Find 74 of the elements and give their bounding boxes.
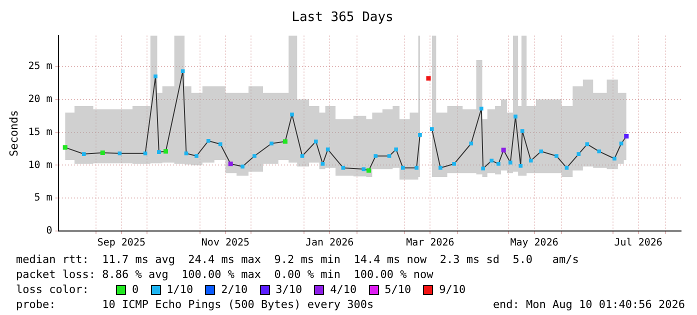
point (326, 148, 330, 152)
x-tick-label: Nov 2025 (201, 238, 250, 249)
y-tick-label: 15 m (28, 126, 52, 138)
text: median rtt: 11.7 ms avg 24.4 ms max 9.2 ms min 14.4 ms now 2.3 ms sd 5.0 am/s (16, 252, 580, 267)
legend-label: 3/10 (276, 282, 302, 297)
point (270, 142, 274, 146)
point (585, 142, 590, 146)
point (418, 133, 422, 137)
legend-label: 5/10 (384, 282, 412, 297)
point (82, 152, 86, 156)
point (157, 150, 161, 154)
point (430, 127, 434, 131)
text: end: Mon Aug 10 01:40:56 2026 (492, 297, 685, 312)
text: probe: 10 ICMP Echo Pings (500 Bytes) every 300s (16, 297, 374, 312)
point (481, 166, 486, 170)
legend-label: 4/10 (330, 282, 357, 297)
point (496, 162, 500, 166)
point (414, 166, 418, 170)
point (143, 151, 148, 156)
point (240, 164, 244, 168)
x-tick-label: May 2026 (510, 238, 558, 249)
legend-label: 2/10 (221, 282, 248, 297)
y-axis-title: Seconds (7, 110, 20, 156)
legend-label: 1/10 (166, 282, 194, 297)
point (612, 156, 616, 161)
point (300, 154, 304, 158)
point (438, 166, 442, 170)
point (619, 142, 624, 146)
text: packet loss: 8.86 % avg 100.00 % max 0.00 % min 100.00 % now (16, 267, 434, 282)
point (564, 166, 569, 170)
chart-title: Last 365 Days (292, 10, 394, 26)
legend-label: 9/10 (439, 282, 466, 297)
x-tick-label: Sep 2025 (97, 238, 146, 249)
point (426, 76, 431, 81)
point (394, 148, 398, 152)
point (218, 142, 222, 146)
point (387, 154, 392, 158)
point (180, 69, 185, 74)
y-tick-label: 5 m (34, 192, 52, 204)
point (154, 74, 158, 78)
point (320, 162, 325, 166)
point (400, 166, 405, 170)
point (508, 160, 512, 164)
point (194, 154, 198, 158)
y-tick-label: 10 m (28, 160, 52, 171)
point (554, 154, 558, 158)
point (252, 154, 256, 158)
point (597, 149, 602, 154)
point (341, 166, 346, 170)
x-tick-label: Jul 2026 (614, 238, 662, 249)
point (374, 154, 378, 158)
point (514, 114, 518, 118)
point (539, 149, 544, 154)
y-tick-label: 20 m (28, 94, 52, 106)
legend-label: 0 (132, 282, 139, 297)
x-tick-label: Jan 2026 (305, 238, 354, 249)
point (206, 138, 210, 143)
x-tick-label: Mar 2026 (406, 238, 454, 249)
point (479, 106, 484, 111)
point (290, 112, 294, 116)
y-tick-label: 25 m (28, 61, 52, 72)
point (490, 158, 494, 163)
point (362, 167, 366, 172)
y-tick-label: 0 (46, 226, 52, 237)
point (184, 151, 188, 156)
point (520, 129, 524, 133)
point (528, 158, 533, 163)
point (518, 164, 523, 168)
point (452, 162, 456, 166)
point (469, 142, 474, 146)
legend-title: loss color: (16, 282, 90, 297)
point (118, 151, 122, 156)
point (314, 140, 318, 144)
point (576, 152, 581, 156)
